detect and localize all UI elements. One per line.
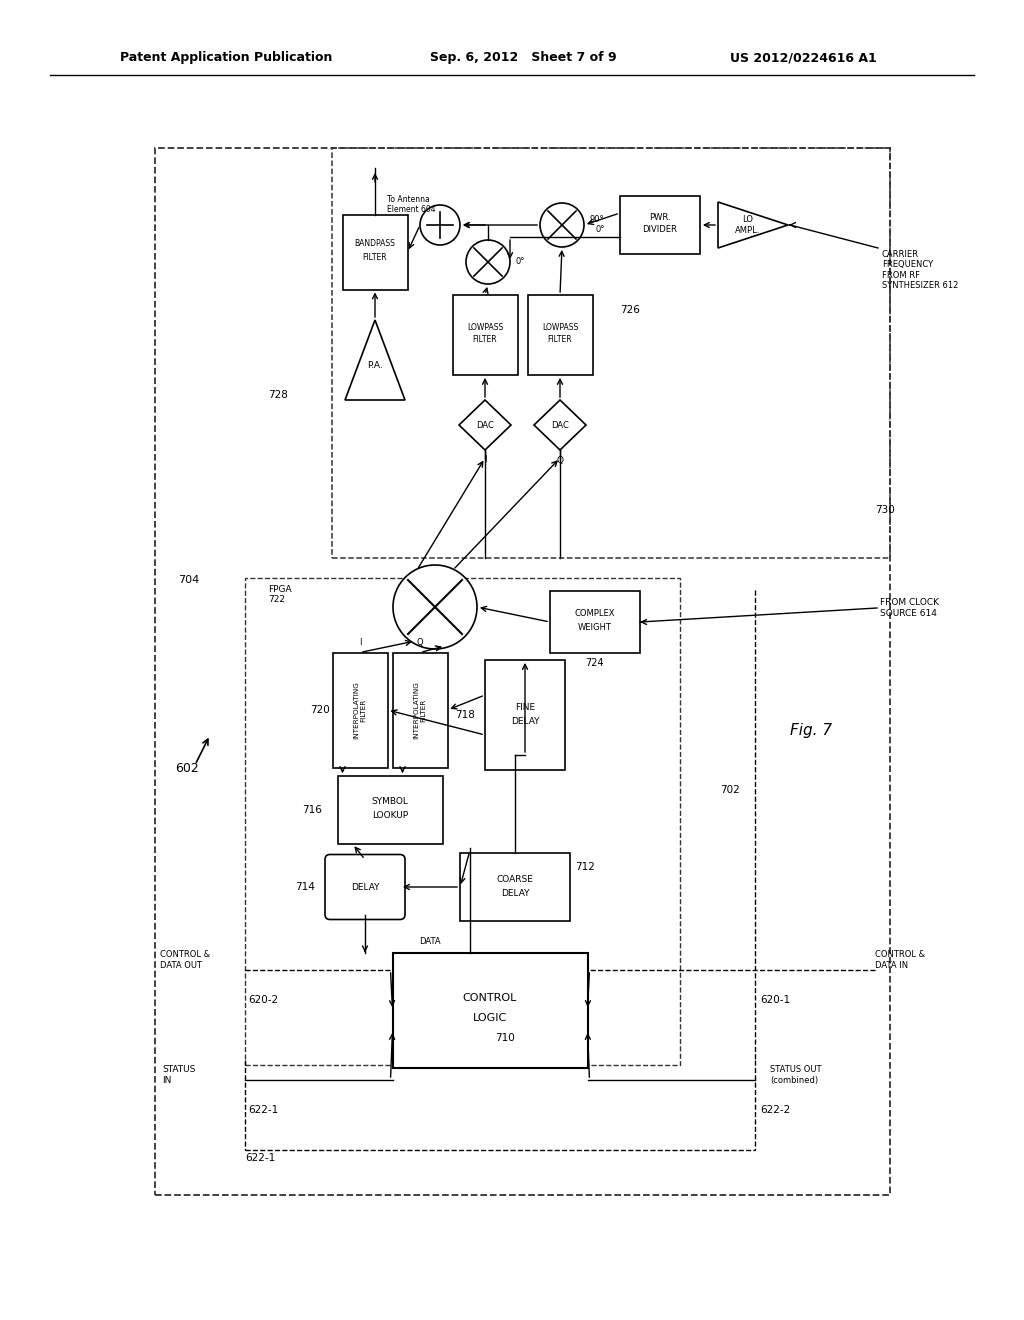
Text: SYMBOL: SYMBOL xyxy=(372,797,409,807)
Text: Q: Q xyxy=(556,455,563,465)
Text: WEIGHT: WEIGHT xyxy=(579,623,612,632)
Text: 0°: 0° xyxy=(515,257,524,267)
Circle shape xyxy=(466,240,510,284)
Text: 716: 716 xyxy=(302,805,323,814)
Text: To Antenna
Element 604: To Antenna Element 604 xyxy=(387,195,435,214)
Text: Sep. 6, 2012   Sheet 7 of 9: Sep. 6, 2012 Sheet 7 of 9 xyxy=(430,51,616,65)
Bar xyxy=(453,294,517,375)
Text: STATUS OUT
(combined): STATUS OUT (combined) xyxy=(770,1065,821,1085)
Text: DAC: DAC xyxy=(551,421,569,429)
FancyBboxPatch shape xyxy=(325,854,406,920)
Text: FILTER: FILTER xyxy=(548,335,572,345)
Bar xyxy=(155,148,890,1195)
Text: DIVIDER: DIVIDER xyxy=(643,226,678,235)
Text: 712: 712 xyxy=(575,862,595,873)
Bar xyxy=(460,853,570,921)
Text: CONTROL &
DATA OUT: CONTROL & DATA OUT xyxy=(160,950,210,970)
Text: PWR.: PWR. xyxy=(649,213,671,222)
Bar xyxy=(485,660,565,770)
Text: 718: 718 xyxy=(455,710,475,719)
Bar xyxy=(338,776,442,843)
Bar xyxy=(342,214,408,289)
Text: 710: 710 xyxy=(496,1034,515,1043)
Text: Fig. 7: Fig. 7 xyxy=(790,722,833,738)
Text: Q: Q xyxy=(417,638,423,647)
Text: US 2012/0224616 A1: US 2012/0224616 A1 xyxy=(730,51,877,65)
Bar xyxy=(620,195,700,253)
Text: P.A.: P.A. xyxy=(368,360,383,370)
Text: 0°: 0° xyxy=(596,224,605,234)
Text: CONTROL: CONTROL xyxy=(463,993,517,1003)
Text: 728: 728 xyxy=(268,389,288,400)
Bar xyxy=(527,294,593,375)
Text: Patent Application Publication: Patent Application Publication xyxy=(120,51,333,65)
Text: 724: 724 xyxy=(586,657,604,668)
Text: I: I xyxy=(483,455,486,465)
Text: CONTROL &
DATA IN: CONTROL & DATA IN xyxy=(874,950,925,970)
Text: 714: 714 xyxy=(295,882,314,892)
Text: FILTER: FILTER xyxy=(362,252,387,261)
Text: 622-2: 622-2 xyxy=(760,1105,791,1115)
Circle shape xyxy=(393,565,477,649)
Text: 620-1: 620-1 xyxy=(760,995,791,1005)
Bar xyxy=(332,148,890,558)
Text: 90°: 90° xyxy=(589,215,603,224)
Text: FILTER: FILTER xyxy=(473,335,498,345)
Text: 622-1: 622-1 xyxy=(245,1152,275,1163)
Text: LOWPASS: LOWPASS xyxy=(467,322,503,331)
Text: CARRIER
FREQUENCY
FROM RF
SYNTHESIZER 612: CARRIER FREQUENCY FROM RF SYNTHESIZER 61… xyxy=(882,249,958,290)
Text: INTERPOLATING
FILTER: INTERPOLATING FILTER xyxy=(353,681,367,739)
Text: LO
AMPL.: LO AMPL. xyxy=(735,215,761,235)
Text: DATA: DATA xyxy=(419,937,440,946)
Text: 720: 720 xyxy=(310,705,330,715)
Bar xyxy=(392,953,588,1068)
Text: FINE: FINE xyxy=(515,702,536,711)
Text: LOWPASS: LOWPASS xyxy=(542,322,579,331)
Text: LOGIC: LOGIC xyxy=(473,1012,507,1023)
Text: 622-1: 622-1 xyxy=(248,1105,279,1115)
Text: 704: 704 xyxy=(178,576,200,585)
Circle shape xyxy=(540,203,584,247)
Text: 726: 726 xyxy=(620,305,640,315)
Bar xyxy=(245,578,680,1065)
Circle shape xyxy=(420,205,460,246)
Bar xyxy=(392,652,447,767)
Text: DELAY: DELAY xyxy=(511,717,540,726)
Text: DELAY: DELAY xyxy=(501,888,529,898)
Text: BANDPASS: BANDPASS xyxy=(354,239,395,248)
Text: COARSE: COARSE xyxy=(497,874,534,883)
Bar xyxy=(333,652,387,767)
Text: 702: 702 xyxy=(720,785,740,795)
Text: FPGA: FPGA xyxy=(268,586,292,594)
Text: COMPLEX: COMPLEX xyxy=(574,610,615,619)
Text: FROM CLOCK
SOURCE 614: FROM CLOCK SOURCE 614 xyxy=(880,598,939,618)
Text: DELAY: DELAY xyxy=(351,883,379,891)
Text: 722: 722 xyxy=(268,595,285,605)
Text: 730: 730 xyxy=(874,506,895,515)
Text: DAC: DAC xyxy=(476,421,494,429)
Text: LOOKUP: LOOKUP xyxy=(372,812,408,821)
Text: STATUS
IN: STATUS IN xyxy=(162,1065,196,1085)
Text: 620-2: 620-2 xyxy=(248,995,279,1005)
Bar xyxy=(550,591,640,653)
Text: I: I xyxy=(358,638,361,647)
Text: INTERPOLATING
FILTER: INTERPOLATING FILTER xyxy=(414,681,427,739)
Text: 602: 602 xyxy=(175,762,199,775)
